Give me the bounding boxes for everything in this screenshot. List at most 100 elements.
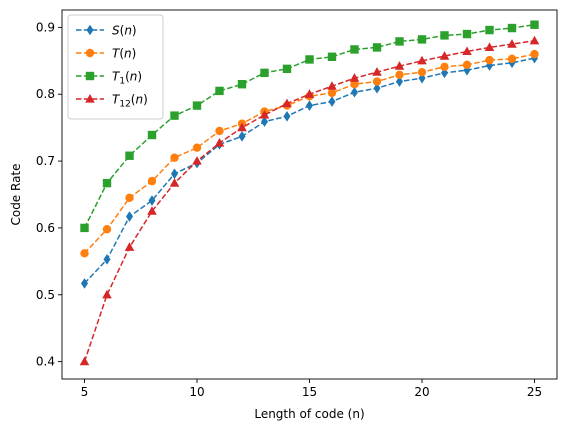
data-point [372, 43, 382, 52]
y-tick-label: 0.4 [36, 355, 55, 369]
data-point [260, 68, 269, 78]
data-point [395, 37, 404, 46]
data-point [507, 39, 517, 48]
data-point [237, 122, 247, 132]
data-point [530, 49, 539, 59]
x-tick-label: 5 [81, 385, 89, 399]
data-point [417, 35, 427, 44]
data-point [169, 178, 180, 187]
y-tick-label: 0.7 [36, 154, 55, 168]
data-point [215, 126, 224, 136]
x-tick-label: 15 [302, 385, 317, 399]
legend-label: T1(n) [112, 70, 142, 87]
data-point [507, 54, 517, 63]
data-point [417, 55, 427, 65]
x-tick-label: 20 [414, 385, 429, 399]
data-point [462, 46, 472, 56]
legend-item: T(n) [76, 47, 136, 61]
y-tick-label: 0.9 [36, 20, 55, 34]
data-point [349, 73, 360, 82]
data-point [327, 88, 337, 98]
legend-box [67, 14, 164, 120]
data-point [214, 138, 225, 147]
data-point [79, 356, 90, 366]
data-point [259, 109, 270, 119]
data-point [126, 211, 133, 222]
legend-label: T(n) [112, 47, 136, 61]
data-point [237, 80, 247, 89]
data-point [103, 254, 111, 265]
data-point [350, 45, 359, 54]
data-point [373, 82, 381, 94]
y-tick-label: 0.5 [36, 288, 55, 302]
data-point [170, 111, 179, 120]
data-point [192, 143, 202, 152]
data-point [102, 178, 112, 188]
data-point [462, 60, 472, 70]
legend-swatch-marker [85, 94, 95, 103]
data-point [304, 89, 315, 98]
data-point [147, 130, 157, 140]
x-axis: 5 10 15 20 25 [81, 379, 542, 399]
data-point [124, 242, 135, 251]
legend: S(n) T(n) T1(n) T12(n) [67, 14, 164, 120]
data-point [171, 168, 178, 180]
data-point [462, 29, 472, 39]
data-point [170, 153, 179, 162]
x-axis-label: Length of code (n) [254, 407, 364, 421]
data-point [125, 151, 134, 160]
legend-swatch-marker [85, 48, 95, 58]
data-point [80, 223, 89, 233]
data-point [305, 55, 314, 64]
legend-label: S(n) [112, 24, 137, 38]
data-point [396, 76, 403, 87]
data-point [530, 20, 539, 29]
legend-swatch-marker [85, 71, 95, 81]
y-axis: 0.4 0.5 0.6 0.7 0.8 0.9 [36, 20, 62, 369]
data-point [327, 52, 337, 61]
data-point [417, 67, 427, 77]
data-point [215, 86, 224, 96]
data-point [192, 156, 202, 165]
series-1 [81, 52, 538, 289]
series-3 [80, 20, 539, 233]
data-point [192, 101, 202, 110]
data-point [282, 98, 292, 108]
data-point [147, 206, 157, 215]
data-point [507, 23, 517, 33]
legend-item: T1(n) [76, 70, 142, 87]
legend-swatch-marker [86, 24, 94, 36]
data-point [440, 62, 449, 72]
data-point [102, 225, 112, 234]
data-point [306, 100, 313, 111]
legend-item: T12(n) [76, 93, 148, 110]
data-point [485, 25, 494, 35]
series-4 [79, 35, 540, 366]
data-point [147, 176, 157, 186]
legend-label: T12(n) [112, 93, 148, 110]
data-point [439, 51, 450, 60]
data-point [350, 80, 359, 89]
data-point [81, 278, 88, 289]
y-axis-label: Code Rate [9, 163, 23, 225]
y-tick-label: 0.8 [36, 87, 55, 101]
data-point [148, 195, 156, 206]
data-point [125, 193, 134, 203]
data-point [102, 289, 112, 299]
data-point [394, 61, 405, 70]
data-point [328, 96, 336, 107]
legend-item: S(n) [76, 24, 137, 38]
data-point [395, 70, 404, 80]
data-point [80, 249, 89, 258]
data-point [282, 64, 292, 74]
data-point [327, 81, 337, 90]
x-tick-label: 25 [527, 385, 542, 399]
data-point [529, 35, 540, 45]
series-layer [79, 20, 540, 366]
data-point [283, 110, 291, 122]
data-point [372, 77, 382, 86]
x-tick-label: 10 [189, 385, 204, 399]
data-point [484, 42, 495, 52]
data-point [261, 116, 268, 127]
